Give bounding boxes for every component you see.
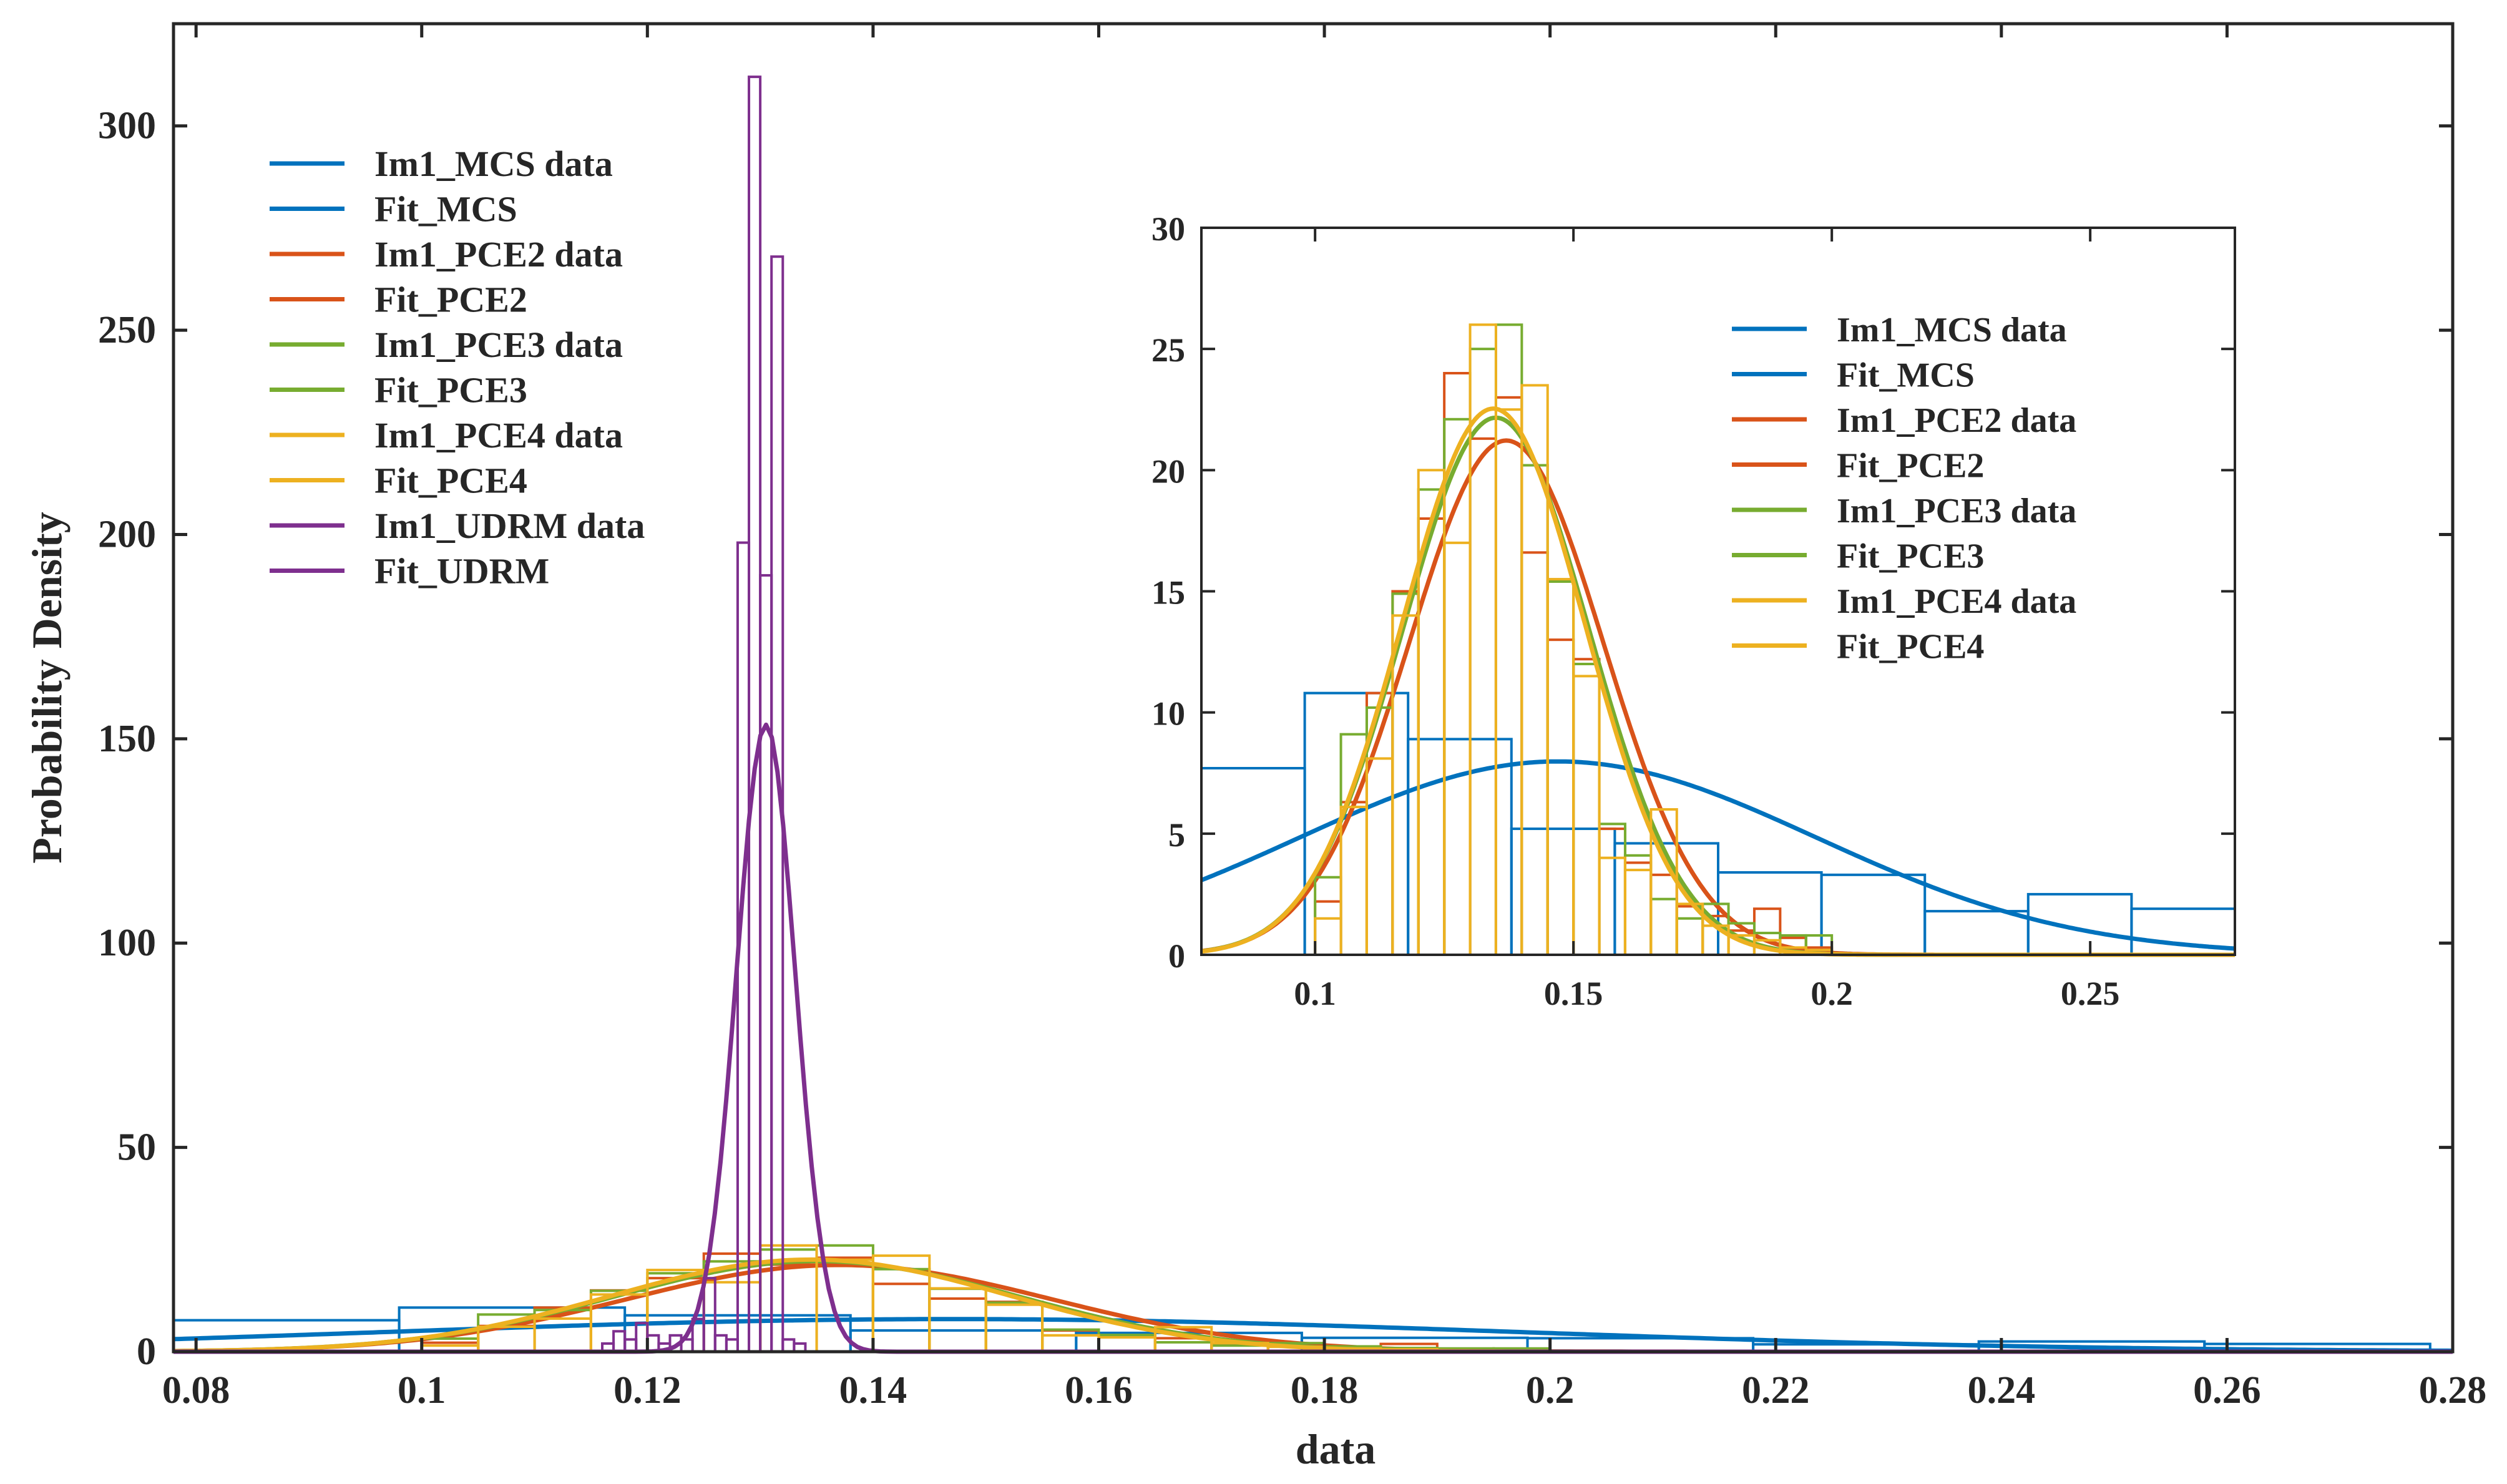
main-im1-pce2-data-bar xyxy=(928,1297,987,1353)
main-y-tick-label: 200 xyxy=(98,513,156,555)
inset-x-tick-label: 0.1 xyxy=(1294,975,1336,1012)
main-legend-label-im1-pce4-data: Im1_PCE4 data xyxy=(374,415,623,456)
main-y-tick-label: 150 xyxy=(98,718,156,760)
inset-legend-label-fit-pce3: Fit_PCE3 xyxy=(1837,537,1984,576)
main-x-tick-label: 0.28 xyxy=(2419,1369,2487,1412)
main-x-tick-label: 0.1 xyxy=(398,1369,446,1412)
inset-legend-label-fit-mcs: Fit_MCS xyxy=(1837,356,1975,395)
main-fit-mcs-curve xyxy=(173,1317,2453,1353)
main-x-tick-label: 0.26 xyxy=(2193,1369,2261,1412)
inset-y-tick-label: 25 xyxy=(1151,331,1185,369)
inset-y-tick-label: 0 xyxy=(1168,937,1185,975)
main-im1-udrm-data-bar xyxy=(725,1338,739,1354)
inset-x-tick-label: 0.2 xyxy=(1811,975,1853,1012)
main-im1-pce4-data-bar xyxy=(702,1281,762,1353)
main-legend-label-im1-mcs-data: Im1_MCS data xyxy=(374,144,613,184)
inset-y-tick-label: 30 xyxy=(1151,210,1185,248)
main-x-tick-label: 0.22 xyxy=(1742,1369,1810,1412)
main-x-tick-label: 0.24 xyxy=(1968,1369,2036,1412)
main-y-tick-label: 50 xyxy=(117,1126,156,1169)
main-y-tick-label: 250 xyxy=(98,309,156,351)
x-axis-label: data xyxy=(1296,1425,1376,1473)
inset-legend-label-im1-pce3-data: Im1_PCE3 data xyxy=(1837,492,2076,530)
inset-legend-label-fit-pce4: Fit_PCE4 xyxy=(1837,628,1984,666)
main-x-tick-label: 0.18 xyxy=(1291,1369,1359,1412)
main-plot-frame xyxy=(172,22,2455,1354)
inset-y-tick-label: 10 xyxy=(1151,695,1185,733)
main-x-tick-label: 0.2 xyxy=(1526,1369,1575,1412)
y-axis-label: Probability Density xyxy=(23,512,71,864)
inset-plot-frame xyxy=(1200,227,2236,956)
main-im1-udrm-data-bar xyxy=(748,76,762,1354)
main-x-tick-label: 0.16 xyxy=(1065,1369,1133,1412)
main-im1-pce3-data-bar xyxy=(984,1301,1044,1354)
inset-legend-label-im1-mcs-data: Im1_MCS data xyxy=(1837,311,2067,349)
main-legend-label-fit-udrm: Fit_UDRM xyxy=(374,551,549,592)
inset-axis-ticks: 0.1 0.15 0.2 0.25 0 5 10 15 20 25 30 xyxy=(1151,210,2235,1012)
main-im1-pce4-data-bar xyxy=(984,1303,1044,1354)
main-x-tick-label: 0.12 xyxy=(613,1369,682,1412)
main-legend-label-im1-pce2-data: Im1_PCE2 data xyxy=(374,234,623,275)
main-legend-label-fit-pce4: Fit_PCE4 xyxy=(374,461,527,501)
main-im1-pce3-data-bar xyxy=(871,1267,931,1353)
main-y-tick-label: 0 xyxy=(137,1330,156,1373)
inset-fit-mcs-curve xyxy=(1200,759,2236,951)
inset-x-tick-label: 0.15 xyxy=(1544,975,1603,1012)
inset-legend-label-im1-pce2-data: Im1_PCE2 data xyxy=(1837,401,2076,440)
main-legend-label-im1-udrm-data: Im1_UDRM data xyxy=(374,505,645,546)
inset-legend-label-im1-pce4-data: Im1_PCE4 data xyxy=(1837,582,2076,621)
inset-legend-label-fit-pce2: Fit_PCE2 xyxy=(1837,447,1984,486)
main-im1-udrm-data-bar xyxy=(713,1334,728,1354)
inset-x-tick-label: 0.25 xyxy=(2061,975,2120,1012)
main-legend-label-im1-pce3-data: Im1_PCE3 data xyxy=(374,325,623,365)
main-x-tick-label: 0.14 xyxy=(839,1369,907,1412)
main-y-tick-label: 300 xyxy=(98,105,156,147)
main-im1-udrm-data-bar xyxy=(781,1338,796,1354)
main-x-tick-label: 0.08 xyxy=(162,1369,230,1412)
inset-y-tick-label: 5 xyxy=(1168,816,1185,854)
main-legend-label-fit-mcs: Fit_MCS xyxy=(374,189,517,230)
main-im1-udrm-data-bar xyxy=(759,574,773,1353)
main-im1-pce4-data-bar xyxy=(1041,1334,1100,1354)
inset-legend: Im1_MCS data Fit_MCS Im1_PCE2 data Fit_PCE2… xyxy=(1732,311,2076,666)
main-im1-udrm-data-bar xyxy=(612,1330,627,1353)
main-im1-udrm-data-bar xyxy=(635,1322,649,1354)
main-im1-pce2-data-bar xyxy=(984,1301,1044,1354)
main-legend-label-fit-pce3: Fit_PCE3 xyxy=(374,370,527,411)
main-axis-ticks: 0.08 0.1 0.12 0.14 0.16 0.18 0.2 0.22 0.24 0.26 0.… xyxy=(98,24,2486,1412)
main-legend-label-fit-pce2: Fit_PCE2 xyxy=(374,280,527,320)
inset-y-tick-label: 15 xyxy=(1151,574,1185,612)
inset-y-tick-label: 20 xyxy=(1151,452,1185,490)
main-y-tick-label: 100 xyxy=(98,922,156,964)
